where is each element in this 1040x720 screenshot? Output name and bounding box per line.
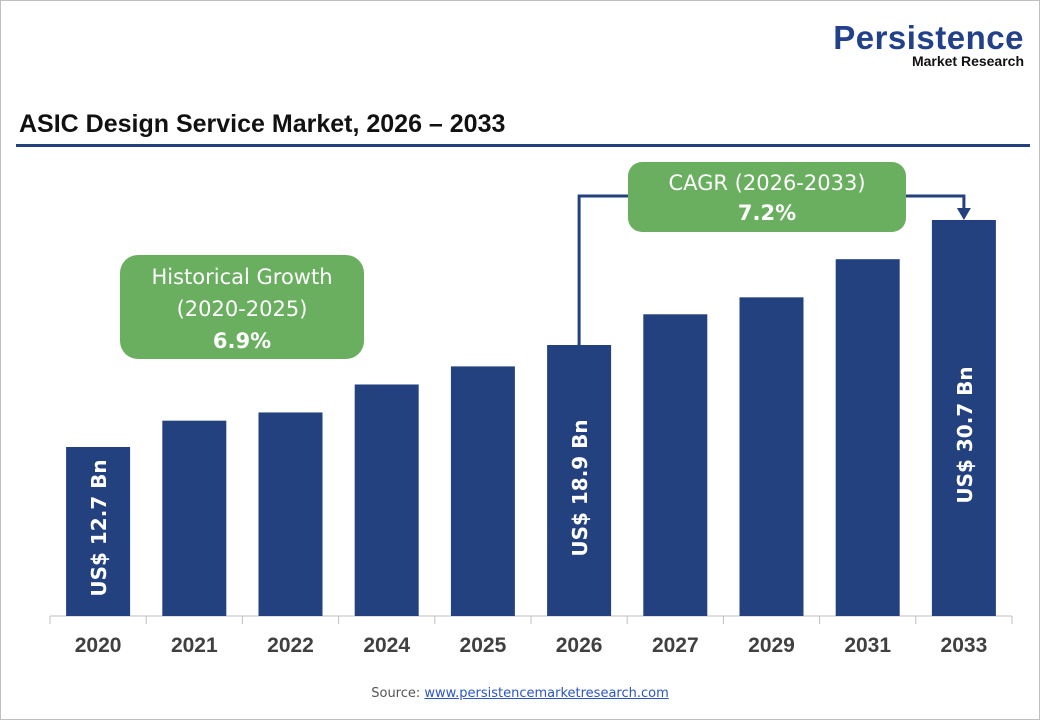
bar-2025	[450, 366, 515, 616]
title-rule	[16, 144, 1030, 147]
historical-callout-title: Historical Growth	[151, 265, 332, 289]
bar-2029	[739, 297, 804, 616]
logo-line2: Market Research	[911, 53, 1024, 69]
source-label: Source:	[371, 686, 421, 701]
data-label: US$ 30.7 Bn	[953, 366, 977, 503]
x-tick-label: 2027	[652, 634, 699, 657]
x-tick-label: 2031	[844, 634, 891, 657]
x-tick-label: 2033	[941, 634, 988, 657]
bar-2026	[547, 345, 612, 616]
x-tick-label: 2024	[363, 634, 410, 657]
bar-2024	[354, 384, 419, 616]
historical-callout-period: (2020-2025)	[177, 297, 308, 321]
x-tick-label: 2026	[556, 634, 603, 657]
x-tick-label: 2029	[748, 634, 795, 657]
bar-2027	[643, 314, 708, 616]
bar-2020	[66, 447, 131, 616]
bar-2022	[258, 412, 323, 616]
logo-line1: Persistence	[833, 19, 1024, 56]
cagr-callout-title: CAGR (2026-2033)	[668, 171, 865, 195]
x-tick-label: 2020	[75, 634, 122, 657]
cagr-callout-value: 7.2%	[738, 201, 796, 225]
historical-callout	[120, 255, 364, 359]
cagr-callout	[628, 162, 906, 232]
bar-2021	[162, 420, 227, 616]
source: Source: www.persistencemarketresearch.co…	[0, 686, 1040, 701]
chart-title: ASIC Design Service Market, 2026 – 2033	[19, 110, 506, 138]
source-link[interactable]: www.persistencemarketresearch.com	[424, 686, 669, 701]
logo: Persistence Market Research	[833, 19, 1024, 69]
bar-2033	[931, 220, 996, 616]
arrow-head-icon	[956, 208, 971, 220]
bar-2031	[835, 259, 900, 616]
historical-callout-value: 6.9%	[213, 329, 271, 353]
x-tick-label: 2022	[267, 634, 314, 657]
data-label: US$ 12.7 Bn	[87, 459, 111, 596]
data-label: US$ 18.9 Bn	[568, 419, 592, 556]
x-tick-label: 2025	[460, 634, 507, 657]
x-tick-label: 2021	[171, 634, 218, 657]
